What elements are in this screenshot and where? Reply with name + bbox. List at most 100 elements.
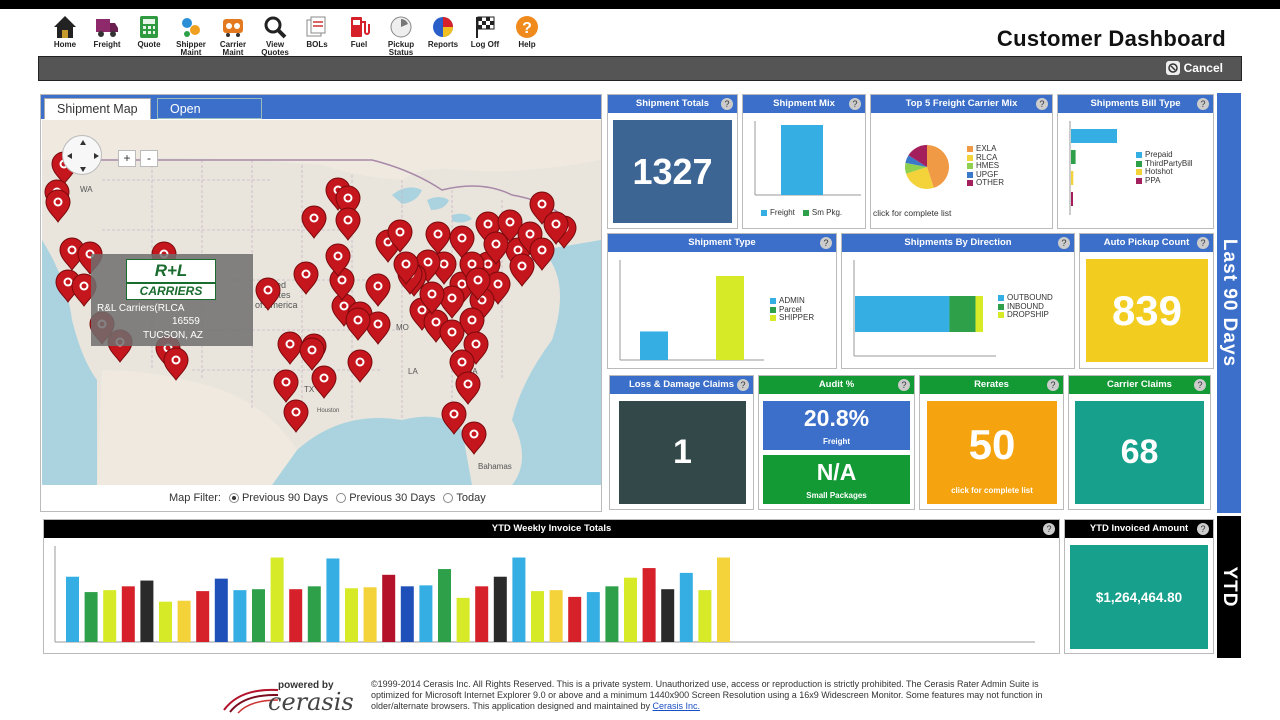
help-icon[interactable]: ? xyxy=(820,237,832,249)
radio-30[interactable] xyxy=(336,493,347,503)
tile-bill-type[interactable]: Shipments Bill Type ? Prepaid ThirdParty… xyxy=(1057,94,1214,229)
cancel-icon xyxy=(1165,61,1180,75)
side-text-ytd: YTD xyxy=(1219,566,1240,608)
house-icon xyxy=(52,14,78,40)
zoom-out-button[interactable]: - xyxy=(140,150,158,167)
tile-audit[interactable]: Audit % ? 20.8% Freight N/A Small Packag… xyxy=(758,375,915,510)
tile-title: Shipments Bill Type xyxy=(1058,95,1213,113)
radio-90[interactable] xyxy=(228,493,239,503)
toolbar-quote[interactable]: Quote xyxy=(128,14,170,54)
help-icon[interactable]: ? xyxy=(1197,98,1209,110)
help-icon[interactable]: ? xyxy=(849,98,861,110)
carrier-claims-value: 68 xyxy=(1075,401,1204,504)
help-icon[interactable]: ? xyxy=(1047,379,1059,391)
help-icon[interactable]: ? xyxy=(721,98,733,110)
radio-today[interactable] xyxy=(443,493,454,503)
map-filter-label: Map Filter: xyxy=(169,492,221,504)
tile-title: Shipment Totals xyxy=(608,95,737,113)
map-marker-icon xyxy=(293,261,319,295)
weekly-invoice-bar xyxy=(326,558,340,642)
help-icon[interactable]: ? xyxy=(1036,98,1048,110)
carrier-complete-list-link[interactable]: click for complete list xyxy=(873,208,952,218)
toolbar-freight[interactable]: Freight xyxy=(86,14,128,54)
weekly-invoice-bar xyxy=(177,600,191,642)
map-marker-icon xyxy=(439,285,465,319)
popup-number: 16559 xyxy=(172,316,200,327)
map-marker-icon xyxy=(335,207,361,241)
rerates-complete-list-link[interactable]: click for complete list xyxy=(951,486,1033,495)
toolbar-log-off[interactable]: Log Off xyxy=(464,14,506,54)
tile-ytd-invoiced[interactable]: YTD Invoiced Amount ? $1,264,464.80 xyxy=(1064,519,1214,654)
logo-top: R+L xyxy=(154,261,188,280)
help-icon[interactable]: ? xyxy=(1043,523,1055,535)
toolbar-bols[interactable]: BOLs xyxy=(296,14,338,54)
popup-carrier: R&L Carriers(RLCA xyxy=(97,303,185,314)
toolbar-help[interactable]: ? Help xyxy=(506,14,548,54)
tile-loss-damage[interactable]: Loss & Damage Claims ? 1 xyxy=(609,375,754,510)
filter-90-label: Previous 90 Days xyxy=(241,492,329,504)
weekly-invoice-bar xyxy=(698,590,712,642)
weekly-invoice-bar xyxy=(531,591,544,642)
pan-control[interactable] xyxy=(62,135,102,175)
help-icon[interactable]: ? xyxy=(1197,237,1209,249)
tile-shipment-totals[interactable]: Shipment Totals ? 1327 xyxy=(607,94,738,229)
toolbar-carrier-maint[interactable]: Carrier Maint xyxy=(212,14,254,57)
toolbar-shipper-maint[interactable]: Shipper Maint xyxy=(170,14,212,57)
toolbar-help-label: Help xyxy=(518,40,536,49)
direction-bar-segment xyxy=(975,296,983,332)
toolbar-fuel-label: Fuel xyxy=(350,40,368,49)
help-icon[interactable]: ? xyxy=(1058,237,1070,249)
tile-title: Loss & Damage Claims xyxy=(610,376,753,394)
tile-shipment-type[interactable]: Shipment Type ? ADMIN Parcel SHIPPER xyxy=(607,233,837,369)
tile-by-direction[interactable]: Shipments By Direction ? OUTBOUND INBOUN… xyxy=(841,233,1075,369)
tile-shipment-mix[interactable]: Shipment Mix ? Freight Sm Pkg. xyxy=(742,94,866,229)
filter-option-30[interactable]: Previous 30 Days xyxy=(336,492,435,504)
direction-legend: OUTBOUND INBOUND DROPSHIP xyxy=(998,293,1053,320)
map-marker-icon xyxy=(365,273,391,307)
tile-title: YTD Weekly Invoice Totals xyxy=(44,520,1059,538)
cancel-button[interactable]: Cancel xyxy=(1165,61,1223,75)
toolbar-reports[interactable]: Reports xyxy=(422,14,464,54)
tab-shipment-map[interactable]: Shipment Map xyxy=(44,98,151,119)
tile-carrier-claims[interactable]: Carrier Claims ? 68 xyxy=(1068,375,1211,510)
weekly-invoice-bar xyxy=(252,589,265,642)
side-label-ytd: YTD xyxy=(1217,516,1241,658)
action-bar: Cancel xyxy=(38,56,1242,81)
tab-open-invoices[interactable]: Open Invoices xyxy=(157,98,262,136)
bill-type-bar xyxy=(1071,129,1117,143)
filter-option-90[interactable]: Previous 90 Days xyxy=(228,492,329,504)
help-icon[interactable]: ? xyxy=(1194,379,1206,391)
toolbar-home[interactable]: Home xyxy=(44,14,86,54)
map-marker-icon xyxy=(461,421,487,455)
weekly-invoice-bar xyxy=(289,589,303,642)
weekly-invoice-bar xyxy=(196,591,210,642)
weekly-invoice-bar xyxy=(475,586,489,642)
map-marker-icon xyxy=(163,347,189,381)
toolbar-view-quotes[interactable]: View Quotes xyxy=(254,14,296,57)
toolbar-pickup-status[interactable]: Pickup Status xyxy=(380,14,422,57)
tile-rerates[interactable]: Rerates ? 50 click for complete list xyxy=(919,375,1064,510)
weekly-invoice-bar xyxy=(233,590,247,642)
rerates-box: 50 click for complete list xyxy=(927,401,1057,504)
rerates-value: 50 xyxy=(968,421,1016,468)
weekly-invoice-bar xyxy=(586,592,600,642)
cerasis-brand: cerasis xyxy=(268,688,354,716)
help-icon[interactable]: ? xyxy=(737,379,749,391)
pie-slice xyxy=(905,155,927,167)
tile-top5-carrier-mix[interactable]: Top 5 Freight Carrier Mix ? EXLA RLCA HM… xyxy=(870,94,1053,229)
shipment-map[interactable]: WA United States of America TX Bahamas H… xyxy=(42,120,601,485)
toolbar-fuel[interactable]: Fuel xyxy=(338,14,380,54)
tile-auto-pickup[interactable]: Auto Pickup Count ? 839 xyxy=(1079,233,1214,369)
zoom-in-button[interactable]: + xyxy=(118,150,136,167)
filter-option-today[interactable]: Today xyxy=(443,492,486,504)
tile-title: Shipment Type xyxy=(608,234,836,252)
weekly-invoice-bar xyxy=(512,557,526,642)
toolbar-reports-label: Reports xyxy=(427,40,459,49)
toolbar-quote-label: Quote xyxy=(137,40,161,49)
cerasis-link[interactable]: Cerasis Inc. xyxy=(652,701,701,711)
help-icon[interactable]: ? xyxy=(898,379,910,391)
tile-ytd-weekly[interactable]: YTD Weekly Invoice Totals ? xyxy=(43,519,1060,654)
help-icon[interactable]: ? xyxy=(1197,523,1209,535)
shipment-type-chart xyxy=(619,260,764,361)
map-marker-icon xyxy=(441,401,467,435)
